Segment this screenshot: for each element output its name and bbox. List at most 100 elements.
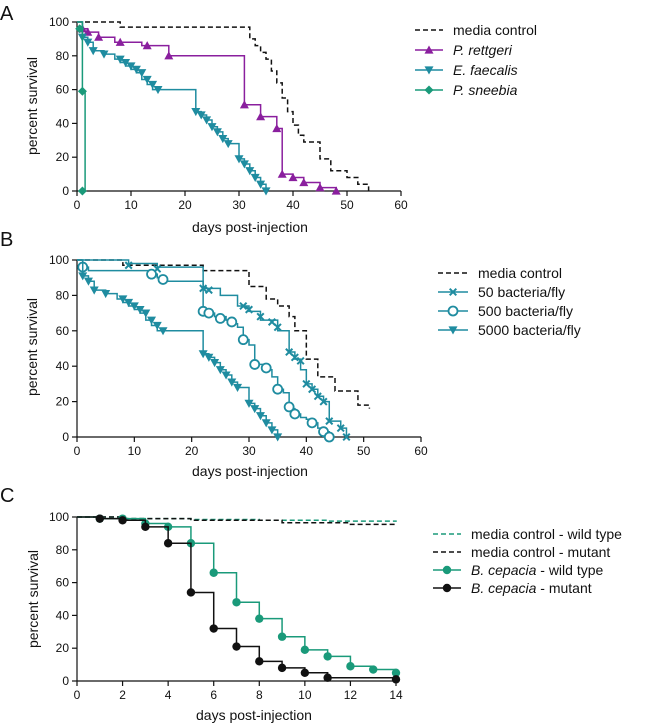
data-point-5000-bacteria-fly [89,286,99,295]
data-point-5000-bacteria-fly [261,419,271,428]
panel-b-ylabel: percent survival [24,298,40,396]
x-tick-label: 40 [286,198,300,212]
legend-italic-part: E. faecalis [453,62,518,78]
data-point-e-faecalis [218,135,228,144]
panel-b: B percent survival days post-injection 0… [0,229,581,479]
data-point-b-cepacia-wild-type [369,665,378,674]
data-point-50-bacteria-fly [267,317,276,326]
y-tick-label: 20 [56,395,70,409]
data-point-b-cepacia-wild-type [346,662,355,671]
x-tick-label: 8 [256,688,263,702]
x-tick-label: 0 [74,444,81,458]
panel-a-legend: media control P. rettgeri E. faecalis P. sn… [415,22,537,98]
y-tick-label: 20 [56,150,70,164]
data-point-e-faecalis [99,50,109,59]
data-point-500-bacteria-fly [272,383,284,395]
panel-b-plot: 0 20 40 60 80 100 0 10 20 30 40 50 60 [49,253,428,458]
data-point-5000-bacteria-fly [221,371,231,380]
data-point-50-bacteria-fly [244,305,254,314]
legend-text-part: media control [478,265,562,281]
data-point-e-faecalis [191,107,201,117]
legend-marker-5000-bacteria-fly [448,326,458,335]
data-point-e-faecalis [212,128,222,137]
data-point-5000-bacteria-fly [273,433,283,442]
data-point-500-bacteria-fly [283,401,295,413]
data-point-5000-bacteria-fly [227,378,237,387]
legend-marker-p-rettgeri [424,45,434,54]
data-point-5000-bacteria-fly [158,327,168,336]
legend-italic-part: P. sneebia [453,82,518,98]
data-point-5000-bacteria-fly [124,298,134,307]
data-point-500-bacteria-fly [323,431,335,443]
data-point-p-rettgeri [94,32,104,41]
panel-c-legend: media control - wild type media control -… [433,526,622,596]
data-point-p-sneebia [77,186,87,196]
data-point-500-bacteria-fly [203,307,215,319]
data-point-e-faecalis [88,47,98,56]
data-point-b-cepacia-mutant [232,642,241,651]
data-point-500-bacteria-fly [249,359,261,370]
legend-italic-part: B. cepacia [471,580,537,596]
data-point-50-bacteria-fly [273,323,282,332]
data-point-50-bacteria-fly [313,392,322,401]
data-point-50-bacteria-fly [285,348,294,357]
data-point-5000-bacteria-fly [129,302,139,311]
data-point-e-faecalis [142,75,152,84]
legend-text-part: media control - wild type [471,526,622,542]
legend-label-50-bacteria-fly: 50 bacteria/fly [478,284,565,300]
y-tick-label: 60 [56,324,70,338]
data-point-b-cepacia-mutant [186,588,196,597]
panel-c-ylabel: percent survival [25,550,41,648]
legend-label-p-sneebia: P. sneebia [453,82,518,98]
data-point-5000-bacteria-fly [198,350,208,359]
data-point-p-rettgeri [142,41,152,50]
data-point-b-cepacia-wild-type [300,645,310,655]
data-point-500-bacteria-fly [289,408,301,420]
x-tick-label: 6 [210,688,217,702]
legend-marker-500-bacteria-fly [447,305,459,317]
data-point-p-sneebia [77,86,87,96]
legend-text-part: media control - mutant [471,544,610,560]
panel-a: A percent survival days post-injection 0… [0,3,537,235]
data-point-500-bacteria-fly [260,362,272,374]
data-point-50-bacteria-fly [290,353,299,362]
panel-letter-c: C [0,485,14,507]
y-tick-label: 100 [49,510,69,524]
data-point-50-bacteria-fly [302,379,311,388]
legend-marker-b-cepacia-wild-type [442,565,452,575]
data-point-50-bacteria-fly [342,432,351,442]
data-point-5000-bacteria-fly [267,426,277,435]
y-tick-label: 0 [62,184,69,198]
data-point-p-rettgeri [272,123,282,133]
data-point-e-faecalis [256,180,266,189]
panel-letter-a: A [0,3,14,25]
y-tick-label: 0 [62,674,69,688]
y-tick-label: 40 [56,359,70,373]
data-point-50-bacteria-fly [296,356,305,365]
x-tick-label: 10 [128,444,142,458]
y-tick-label: 0 [62,430,69,444]
data-point-p-rettgeri [299,178,309,187]
legend-text-part: 5000 bacteria/fly [478,322,581,338]
x-tick-label: 20 [185,444,199,458]
data-point-p-rettgeri [256,112,266,121]
data-point-b-cepacia-mutant [300,668,310,677]
y-tick-label: 80 [56,288,70,302]
y-tick-label: 80 [56,543,70,557]
x-tick-label: 30 [242,444,256,458]
data-point-500-bacteria-fly [306,417,318,429]
legend-label-media-control: media control [453,22,537,38]
data-point-b-cepacia-wild-type [323,652,332,661]
data-point-5000-bacteria-fly [233,383,243,392]
data-point-b-cepacia-wild-type [232,598,241,607]
data-point-e-faecalis [261,187,271,196]
panel-a-plot: 0 20 40 60 80 100 0 10 20 30 40 50 60 [49,15,408,212]
legend-label-p-rettgeri: P. rettgeri [453,42,513,58]
data-point-500-bacteria-fly [214,313,226,324]
y-tick-label: 40 [56,116,70,130]
legend-text-part: 500 bacteria/fly [478,303,573,319]
data-point-b-cepacia-wild-type [255,614,264,623]
data-point-5000-bacteria-fly [204,353,214,362]
data-point-p-sneebia [75,24,85,34]
